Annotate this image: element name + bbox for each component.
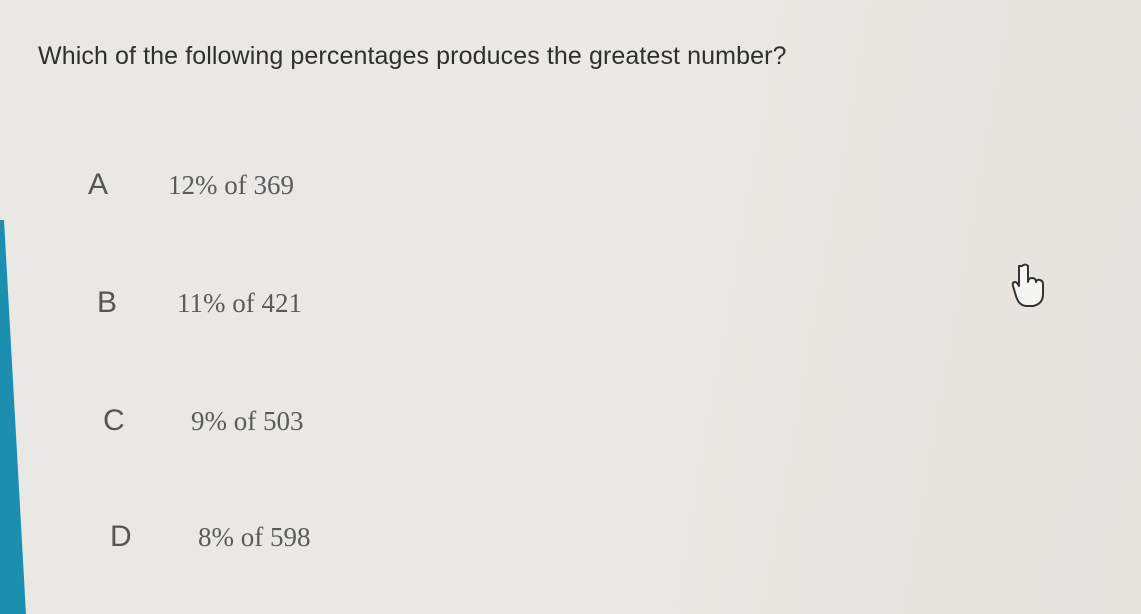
- option-letter: C: [103, 404, 125, 437]
- hand-pointer-icon: [1010, 262, 1050, 317]
- question-text: Which of the following percentages produ…: [38, 42, 787, 70]
- sidebar-accent-bar: [0, 220, 26, 614]
- option-letter: B: [97, 286, 118, 319]
- option-c[interactable]: C 9% of 503: [103, 404, 303, 438]
- option-d[interactable]: D 8% of 598: [110, 520, 310, 554]
- option-text: 11% of 421: [177, 288, 302, 318]
- option-a[interactable]: A 12% of 369: [88, 168, 294, 202]
- option-text: 8% of 598: [198, 522, 311, 552]
- option-letter: D: [110, 520, 132, 553]
- option-text: 9% of 503: [191, 406, 304, 436]
- option-text: 12% of 369: [168, 170, 294, 200]
- option-letter: A: [88, 168, 109, 201]
- option-b[interactable]: B 11% of 421: [97, 286, 302, 320]
